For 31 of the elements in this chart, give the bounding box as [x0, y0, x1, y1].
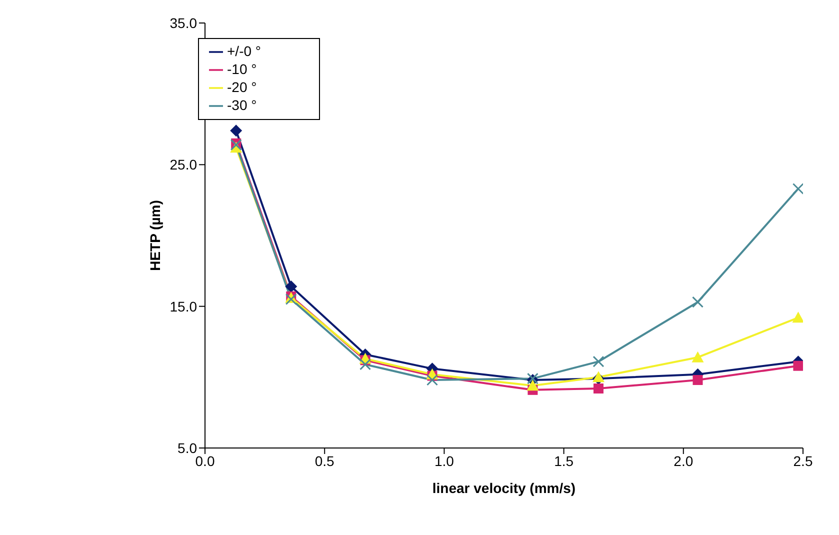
point: [426, 374, 438, 386]
x-tick-label: 0.5: [314, 452, 335, 469]
x-tick-label: 2.5: [793, 452, 813, 469]
point: [230, 139, 242, 151]
legend-label: -20 °: [227, 79, 257, 95]
y-tick-label: 25.0: [170, 156, 198, 173]
x-axis-title: linear velocity (mm/s): [432, 480, 576, 496]
legend-label: +/-0 °: [227, 43, 262, 59]
y-axis-title: HETP (µm): [146, 200, 163, 271]
y-tick-label: 35.0: [170, 14, 198, 31]
point: [360, 358, 372, 370]
point: [592, 356, 604, 368]
x-tick-label: 0.0: [195, 452, 215, 469]
legend-label: -30 °: [227, 97, 257, 113]
point: [526, 380, 539, 391]
x-tick-label: 1.5: [554, 452, 574, 469]
point: [692, 375, 703, 385]
point: [793, 360, 803, 371]
point: [692, 296, 704, 308]
x-tick-label: 1.0: [434, 452, 454, 469]
y-tick-label: 15.0: [170, 298, 198, 314]
point: [792, 183, 803, 194]
point: [792, 312, 803, 323]
y-tick-label: 5.0: [178, 440, 198, 456]
x-tick-label: 2.0: [674, 452, 694, 469]
point: [593, 384, 604, 394]
point: [592, 371, 604, 382]
point: [230, 124, 242, 137]
point: [285, 280, 298, 292]
point: [692, 351, 704, 362]
legend-label: -10 °: [227, 61, 257, 77]
